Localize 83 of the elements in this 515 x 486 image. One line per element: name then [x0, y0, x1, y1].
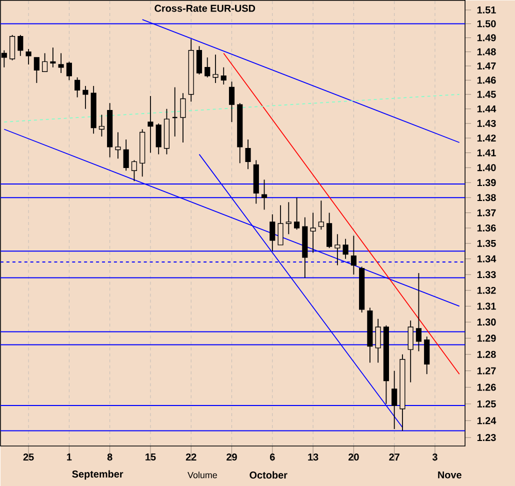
candlestick	[220, 66, 226, 85]
candlestick	[156, 123, 162, 155]
y-tick-label: 1.48	[477, 48, 496, 56]
candlestick	[228, 81, 235, 122]
y-tick-label: 1.24	[477, 417, 496, 424]
candlestick	[9, 34, 16, 61]
candlestick	[286, 202, 292, 235]
y-tick-label: 1.35	[477, 240, 496, 247]
y-tick-label: 1.23	[477, 434, 496, 442]
candlestick	[408, 320, 414, 383]
x-tick-label: 3	[432, 454, 438, 461]
candlestick	[261, 179, 268, 210]
candlestick	[18, 34, 24, 56]
y-tick-label: 1.28	[477, 350, 496, 358]
candlestick	[26, 48, 32, 65]
y-tick-label: 1.44	[477, 105, 496, 112]
y-tick-label: 1.33	[477, 271, 496, 278]
text: Nove	[438, 471, 462, 478]
candlestick	[294, 197, 300, 230]
y-tick-label: 1.25	[477, 400, 496, 408]
y-tick-label: 1.32	[477, 286, 496, 294]
candlestick	[245, 139, 251, 170]
candlestick	[318, 200, 324, 230]
candlestick	[416, 272, 422, 352]
candlestick	[196, 46, 202, 75]
candlestick	[392, 370, 398, 430]
candlestick	[375, 318, 381, 364]
candlestick	[334, 234, 340, 266]
candlestick	[115, 132, 121, 160]
candlestick	[310, 212, 316, 254]
chart-title: Cross-Rate EUR-USD	[154, 4, 256, 12]
candlestick	[270, 214, 276, 252]
y-tick-label: 1.34	[477, 255, 496, 262]
y-tick-label: 1.36	[477, 224, 496, 232]
candlestick	[148, 96, 154, 154]
candlestick	[342, 238, 348, 260]
y-tick-label: 1.37	[477, 209, 496, 216]
candlestick	[350, 235, 356, 276]
x-tick-label: 27	[389, 454, 400, 460]
x-tick-label: 29	[226, 454, 237, 461]
x-tick-label: 6	[270, 454, 275, 461]
y-tick-label: 1.46	[477, 76, 496, 84]
candlestick	[82, 86, 88, 110]
y-tick-label: 1.40	[477, 164, 496, 172]
y-tick-label: 1.27	[477, 367, 496, 374]
x-tick-label: 20	[348, 454, 359, 461]
candlestick	[326, 212, 332, 249]
y-tick-label: 1.50	[477, 20, 496, 28]
y-tick-label: 1.43	[477, 120, 496, 128]
candlestick	[50, 47, 56, 68]
candlestick	[204, 57, 210, 78]
x-tick-label: 22	[186, 454, 196, 460]
candlestick	[98, 114, 104, 137]
candlestick	[42, 52, 48, 72]
x-tick-label: 1	[67, 454, 72, 460]
y-tick-label: 1.49	[477, 34, 496, 42]
y-tick-label: 1.41	[477, 149, 496, 156]
y-tick-label: 1.26	[477, 384, 496, 391]
candlestick	[131, 160, 138, 182]
candlestick	[212, 54, 218, 84]
x-tick-label: 8	[107, 454, 112, 461]
text: September	[72, 470, 124, 480]
text: October	[250, 471, 288, 479]
y-tick-label: 1.45	[477, 90, 496, 98]
candlestick	[58, 52, 64, 74]
y-tick-label: 1.47	[477, 62, 496, 70]
candlestick	[74, 76, 80, 98]
x-tick-label: 15	[146, 454, 156, 460]
y-tick-label: 1.42	[477, 134, 496, 142]
y-tick-label: 1.51	[477, 6, 496, 14]
candlestick	[180, 92, 186, 143]
y-tick-label: 1.39	[477, 179, 496, 186]
candlestick	[34, 57, 40, 84]
y-tick-label: 1.29	[477, 334, 496, 342]
x-tick-label: 25	[23, 454, 34, 461]
y-tick-label: 1.30	[477, 318, 496, 326]
y-tick-label: 1.31	[477, 302, 496, 310]
candlestick	[66, 61, 72, 81]
candlestick	[278, 204, 284, 246]
x-tick-label: 13	[308, 454, 318, 461]
y-tick-label: 1.38	[477, 194, 496, 202]
text: Volume	[188, 472, 217, 478]
candlestick	[123, 139, 129, 172]
